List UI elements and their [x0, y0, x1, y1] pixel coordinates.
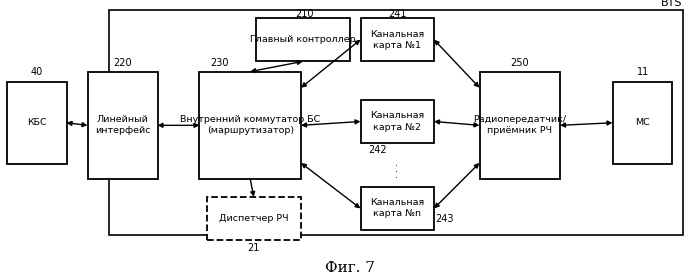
- Text: 230: 230: [210, 58, 228, 68]
- Text: Диспетчер РЧ: Диспетчер РЧ: [219, 214, 288, 223]
- Text: 21: 21: [247, 243, 260, 253]
- Bar: [256, 18, 350, 61]
- Bar: [199, 72, 301, 179]
- Text: 210: 210: [295, 9, 314, 19]
- Text: Радиопередатчик/
приёмник РЧ: Радиопередатчик/ приёмник РЧ: [473, 115, 566, 135]
- Text: 241: 241: [389, 9, 407, 19]
- Bar: [360, 187, 434, 230]
- Text: Канальная
карта №n: Канальная карта №n: [370, 198, 424, 219]
- Text: 242: 242: [369, 145, 387, 155]
- Text: 220: 220: [113, 58, 132, 68]
- Text: · · ·: · · ·: [393, 162, 402, 178]
- Text: Канальная
карта №2: Канальная карта №2: [370, 111, 424, 131]
- Text: 40: 40: [30, 67, 43, 77]
- Bar: [88, 72, 158, 179]
- Text: Канальная
карта №1: Канальная карта №1: [370, 29, 424, 50]
- Text: 250: 250: [510, 58, 528, 68]
- Bar: [360, 18, 434, 61]
- Text: BTS: BTS: [661, 0, 682, 8]
- Text: Главный контроллер: Главный контроллер: [250, 35, 356, 44]
- Text: Внутренний коммутатор БС
(маршрутизатор): Внутренний коммутатор БС (маршрутизатор): [180, 115, 321, 135]
- Text: МС: МС: [635, 118, 650, 127]
- Text: Линейный
интерфейс: Линейный интерфейс: [94, 115, 150, 135]
- Bar: [7, 82, 66, 164]
- Bar: [480, 72, 560, 179]
- Bar: [108, 10, 682, 235]
- Text: КБС: КБС: [27, 118, 47, 127]
- Bar: [612, 82, 672, 164]
- Bar: [360, 100, 434, 143]
- Text: Фиг. 7: Фиг. 7: [325, 261, 375, 275]
- Text: 11: 11: [636, 67, 649, 77]
- Bar: [206, 197, 301, 240]
- Text: 243: 243: [435, 214, 454, 224]
